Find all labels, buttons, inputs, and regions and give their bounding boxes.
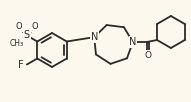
Text: CH₃: CH₃ — [10, 39, 24, 48]
Text: O: O — [144, 50, 151, 59]
Text: F: F — [18, 59, 24, 69]
Text: O: O — [16, 22, 22, 31]
Text: S: S — [24, 30, 30, 40]
Text: N: N — [129, 37, 137, 47]
Text: N: N — [91, 32, 98, 42]
Text: O: O — [32, 22, 38, 31]
